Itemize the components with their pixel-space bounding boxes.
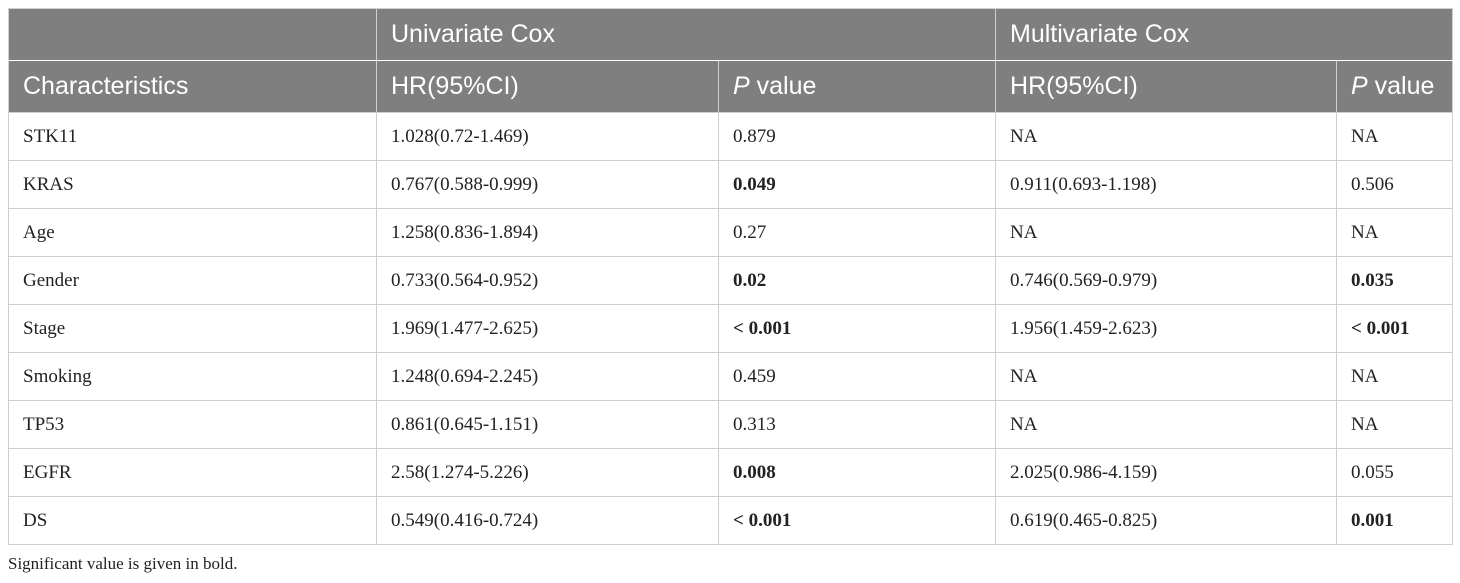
multivariate-hr-header: HR(95%CI) (995, 60, 1338, 113)
characteristic-cell: Gender (8, 256, 377, 305)
univariate-hr-cell: 2.58(1.274-5.226) (376, 448, 719, 497)
table-row: EGFR 2.58(1.274-5.226) 0.008 2.025(0.986-4.… (8, 448, 1454, 497)
value-label: value (749, 72, 817, 100)
multivariate-hr-cell: 1.956(1.459-2.623) (995, 304, 1338, 353)
univariate-hr-header: HR(95%CI) (376, 60, 719, 113)
multivariate-p-value-cell: 0.035 (1336, 256, 1454, 305)
multivariate-p-value-cell: NA (1336, 400, 1454, 449)
characteristic-cell: Stage (8, 304, 377, 353)
univariate-hr-cell: 1.969(1.477-2.625) (376, 304, 719, 353)
p-italic-label: P (733, 72, 750, 100)
univariate-hr-cell: 1.248(0.694-2.245) (376, 352, 719, 401)
univariate-p-value-header: P value (717, 60, 997, 113)
table-row: Smoking 1.248(0.694-2.245) 0.459 NA NA (8, 352, 1454, 401)
multivariate-hr-cell: NA (995, 112, 1338, 161)
univariate-p-value-cell: < 0.001 (717, 496, 997, 545)
multivariate-p-value-cell: < 0.001 (1336, 304, 1454, 353)
multivariate-p-value-cell: NA (1336, 112, 1454, 161)
univariate-p-value-cell: 0.008 (717, 448, 997, 497)
header-empty-cell (8, 8, 377, 61)
table-row: DS 0.549(0.416-0.724) < 0.001 0.619(0.465-0… (8, 496, 1454, 545)
table-row: Gender 0.733(0.564-0.952) 0.02 0.746(0.569-… (8, 256, 1454, 305)
characteristic-cell: STK11 (8, 112, 377, 161)
multivariate-cox-header: Multivariate Cox (995, 8, 1454, 61)
univariate-p-value-cell: < 0.001 (717, 304, 997, 353)
univariate-hr-cell: 0.767(0.588-0.999) (376, 160, 719, 209)
characteristic-cell: DS (8, 496, 377, 545)
univariate-p-value-cell: 0.879 (717, 112, 997, 161)
multivariate-hr-cell: NA (995, 208, 1338, 257)
characteristics-header: Characteristics (8, 60, 377, 113)
multivariate-p-value-cell: 0.001 (1336, 496, 1454, 545)
multivariate-hr-cell: 0.911(0.693-1.198) (995, 160, 1338, 209)
multivariate-hr-cell: 2.025(0.986-4.159) (995, 448, 1338, 497)
table-row: KRAS 0.767(0.588-0.999) 0.049 0.911(0.693-1… (8, 160, 1454, 209)
univariate-p-value-cell: 0.02 (717, 256, 997, 305)
table-row: Stage 1.969(1.477-2.625) < 0.001 1.956(1.45… (8, 304, 1454, 353)
multivariate-p-value-header: P value (1336, 60, 1454, 113)
univariate-p-value-cell: 0.049 (717, 160, 997, 209)
univariate-hr-cell: 0.733(0.564-0.952) (376, 256, 719, 305)
multivariate-p-value-cell: 0.055 (1336, 448, 1454, 497)
multivariate-hr-cell: 0.619(0.465-0.825) (995, 496, 1338, 545)
table-row: TP53 0.861(0.645-1.151) 0.313 NA NA (8, 400, 1454, 449)
value-label: value (1367, 72, 1435, 100)
table-footnote: Significant value is given in bold. (8, 554, 238, 573)
cox-regression-table: Univariate Cox Multivariate Cox Characte… (8, 8, 1454, 545)
multivariate-p-value-cell: 0.506 (1336, 160, 1454, 209)
characteristic-cell: TP53 (8, 400, 377, 449)
characteristic-cell: Age (8, 208, 377, 257)
characteristic-cell: KRAS (8, 160, 377, 209)
multivariate-hr-cell: 0.746(0.569-0.979) (995, 256, 1338, 305)
table-body: STK11 1.028(0.72-1.469) 0.879 NA NA KRAS 0.767… (8, 112, 1454, 545)
univariate-p-value-cell: 0.313 (717, 400, 997, 449)
multivariate-hr-cell: NA (995, 400, 1338, 449)
table-header: Univariate Cox Multivariate Cox Characte… (8, 8, 1454, 113)
univariate-p-value-cell: 0.27 (717, 208, 997, 257)
multivariate-p-value-cell: NA (1336, 208, 1454, 257)
p-italic-label: P (1351, 72, 1368, 100)
univariate-hr-cell: 0.861(0.645-1.151) (376, 400, 719, 449)
table-row: STK11 1.028(0.72-1.469) 0.879 NA NA (8, 112, 1454, 161)
characteristic-cell: Smoking (8, 352, 377, 401)
multivariate-p-value-cell: NA (1336, 352, 1454, 401)
univariate-hr-cell: 1.028(0.72-1.469) (376, 112, 719, 161)
univariate-cox-header: Univariate Cox (375, 8, 997, 61)
header-column-row: Characteristics HR(95%CI) P value HR(95%… (8, 60, 1454, 113)
header-group-row: Univariate Cox Multivariate Cox (8, 8, 1454, 61)
multivariate-hr-cell: NA (995, 352, 1338, 401)
univariate-p-value-cell: 0.459 (717, 352, 997, 401)
characteristic-cell: EGFR (8, 448, 377, 497)
table-row: Age 1.258(0.836-1.894) 0.27 NA NA (8, 208, 1454, 257)
univariate-hr-cell: 0.549(0.416-0.724) (376, 496, 719, 545)
univariate-hr-cell: 1.258(0.836-1.894) (376, 208, 719, 257)
